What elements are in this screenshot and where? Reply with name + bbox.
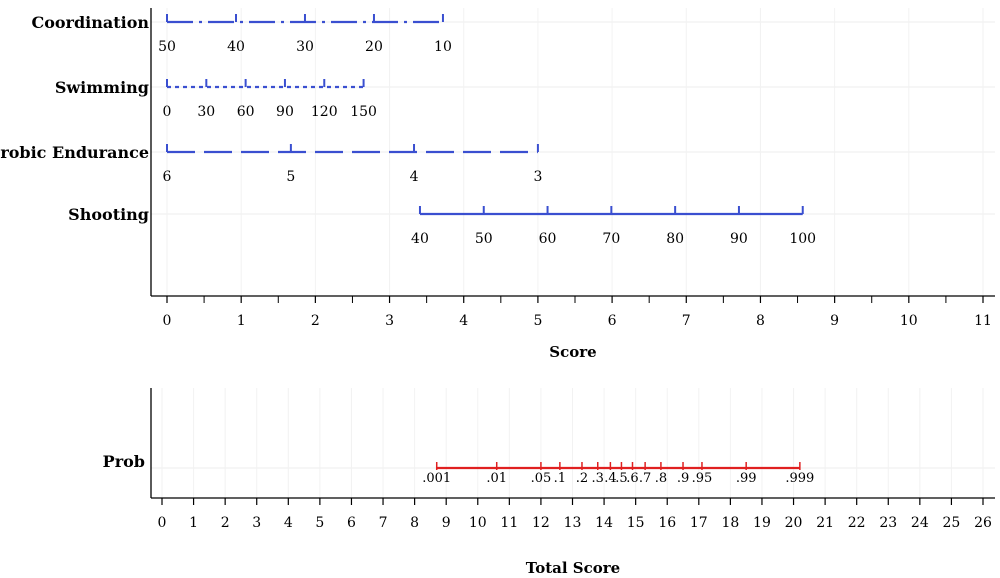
- prob-tick-label: .3: [592, 471, 604, 486]
- x-tick-label: 5: [533, 313, 542, 329]
- prob-tick-label: .6: [626, 471, 638, 486]
- prob-tick-label: .1: [554, 471, 566, 486]
- prob-tick-label: .8: [655, 471, 667, 486]
- grid-layer: [151, 8, 995, 498]
- x-tick-label-total: 17: [690, 515, 708, 531]
- x-tick-label-total: 6: [347, 515, 356, 531]
- prob-tick-label: .2: [576, 471, 588, 486]
- prob-tick-label: .95: [692, 471, 713, 486]
- scale-tick-label: 120: [311, 104, 338, 120]
- axes-layer: [150, 8, 995, 505]
- scale-tick-label: 90: [276, 104, 294, 120]
- scale-tick-label: 4: [410, 169, 419, 185]
- scale-tick-label: 90: [730, 231, 748, 247]
- x-tick-label-total: 11: [500, 515, 518, 531]
- x-axis-title: Score: [549, 343, 596, 361]
- x-tick-label: 7: [682, 313, 691, 329]
- scale-tick-label: 5: [286, 169, 295, 185]
- x-tick-label: 10: [900, 313, 918, 329]
- x-tick-label-total: 5: [315, 515, 324, 531]
- scale-tick-label: 30: [296, 39, 314, 55]
- x-tick-label-total: 16: [658, 515, 676, 531]
- variable-label: Aerobic Endurance: [0, 143, 149, 162]
- x-tick-label-total: 7: [379, 515, 388, 531]
- scale-tick-label: 20: [365, 39, 383, 55]
- marks-layer: [166, 14, 804, 470]
- x-tick-label-total: 10: [469, 515, 487, 531]
- x-tick-label-total: 9: [442, 515, 451, 531]
- x-tick-label-total: 26: [974, 515, 992, 531]
- x-tick-label-total: 12: [532, 515, 550, 531]
- scale-tick-label: 60: [539, 231, 557, 247]
- x-tick-label-total: 24: [911, 515, 929, 531]
- prob-tick-label: .9: [677, 471, 689, 486]
- prob-tick-label: .4: [604, 471, 616, 486]
- x-tick-label-total: 0: [158, 515, 167, 531]
- x-tick-label-total: 25: [943, 515, 961, 531]
- x-tick-label: 4: [459, 313, 468, 329]
- x-tick-label: 9: [830, 313, 839, 329]
- variable-label-prob: Prob: [103, 452, 145, 471]
- x-tick-label-total: 21: [816, 515, 834, 531]
- x-tick-label: 8: [756, 313, 765, 329]
- scale-tick-label: 40: [227, 39, 245, 55]
- x-tick-label-total: 13: [564, 515, 582, 531]
- prob-tick-label: .7: [639, 471, 651, 486]
- x-axis-title-total: Total Score: [526, 559, 620, 577]
- x-tick-label-total: 3: [252, 515, 261, 531]
- scale-tick-label: 80: [666, 231, 684, 247]
- prob-tick-label: .05: [531, 471, 552, 486]
- x-tick-label: 6: [608, 313, 617, 329]
- scale-tick-label: 10: [434, 39, 452, 55]
- x-tick-label-total: 22: [848, 515, 866, 531]
- prob-tick-label: .01: [486, 471, 507, 486]
- prob-tick-label: .99: [736, 471, 757, 486]
- x-tick-label: 2: [311, 313, 320, 329]
- scale-tick-label: 0: [163, 104, 172, 120]
- scale-tick-label: 100: [789, 231, 816, 247]
- prob-tick-label: .999: [785, 471, 814, 486]
- scale-tick-label: 40: [411, 231, 429, 247]
- scale-tick-label: 70: [602, 231, 620, 247]
- x-tick-label-total: 1: [189, 515, 198, 531]
- x-tick-label: 1: [237, 313, 246, 329]
- x-tick-label-total: 18: [721, 515, 739, 531]
- x-tick-label-total: 19: [753, 515, 771, 531]
- scale-tick-label: 6: [163, 169, 172, 185]
- x-tick-label-total: 14: [595, 515, 613, 531]
- x-tick-label: 0: [163, 313, 172, 329]
- x-tick-label-total: 2: [221, 515, 230, 531]
- scale-tick-label: 50: [475, 231, 493, 247]
- scale-tick-label: 3: [533, 169, 542, 185]
- scale-tick-label: 50: [158, 39, 176, 55]
- x-tick-label-total: 23: [879, 515, 897, 531]
- x-tick-label-total: 15: [627, 515, 645, 531]
- x-tick-label-total: 4: [284, 515, 293, 531]
- scale-tick-label: 150: [350, 104, 377, 120]
- variable-label: Shooting: [68, 205, 149, 224]
- scale-tick-label: 60: [237, 104, 255, 120]
- x-tick-label: 11: [974, 313, 992, 329]
- x-tick-label-total: 8: [410, 515, 419, 531]
- x-tick-label-total: 20: [785, 515, 803, 531]
- variable-label: Coordination: [31, 13, 149, 32]
- prob-tick-label: .5: [615, 471, 627, 486]
- prob-tick-label: .001: [422, 471, 451, 486]
- x-tick-label: 3: [385, 313, 394, 329]
- variable-label: Swimming: [55, 78, 149, 97]
- scale-tick-label: 30: [197, 104, 215, 120]
